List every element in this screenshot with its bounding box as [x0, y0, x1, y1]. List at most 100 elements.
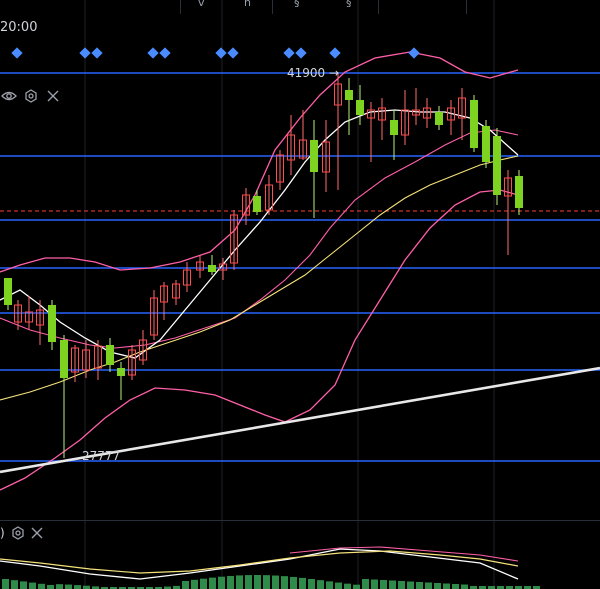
histogram-bar [101, 587, 108, 589]
candle-body [470, 100, 478, 148]
pane-divider[interactable] [0, 520, 600, 521]
low-price-value: 27777 [82, 449, 121, 463]
histogram-bar [317, 580, 324, 589]
candle-body [299, 139, 307, 159]
toolbar-separator [272, 0, 273, 14]
histogram-bar [200, 578, 207, 589]
histogram-bar [452, 584, 459, 589]
fast-ma-line [0, 109, 519, 359]
histogram-bar [191, 579, 198, 589]
candle-body [458, 97, 466, 119]
candle-body [36, 309, 44, 326]
toolbar-glyph[interactable]: v [198, 0, 205, 9]
histogram-bar [524, 586, 531, 589]
signal-marker [159, 47, 171, 59]
eye-icon[interactable] [1, 88, 17, 104]
histogram-bar [11, 580, 18, 589]
candle-body [183, 269, 191, 286]
histogram-bar [65, 584, 72, 589]
histogram-bar [497, 586, 504, 589]
toolbar-glyph[interactable]: § [294, 0, 300, 9]
histogram-bar [281, 576, 288, 589]
candle-body [504, 177, 512, 197]
histogram-bar [263, 575, 270, 589]
oscillator-panel[interactable] [0, 521, 600, 589]
horizontal-level-lines[interactable] [0, 72, 600, 462]
candle-body [128, 349, 136, 376]
toolbar-separator [466, 0, 467, 14]
candle-body [378, 107, 386, 121]
low-price-label: 27777 [82, 449, 120, 463]
candle-body [219, 263, 227, 271]
candle-body [48, 305, 56, 342]
histogram-bar [506, 586, 513, 589]
candle-body [172, 283, 180, 299]
histogram-bar [425, 582, 432, 589]
mid-band-line [0, 129, 519, 349]
close-icon[interactable] [45, 88, 61, 104]
oscillator-line [0, 548, 519, 580]
signal-marker [295, 47, 307, 59]
settings-icon[interactable] [11, 525, 25, 541]
histogram-bar [254, 575, 261, 589]
slow-ma-line [0, 155, 519, 401]
signal-marker [11, 47, 23, 59]
upper-band-line [0, 51, 519, 273]
histogram-bar [119, 587, 126, 589]
candle-body [265, 184, 273, 211]
histogram-bar [353, 584, 360, 589]
signal-marker [283, 47, 295, 59]
oscillator-line [289, 546, 519, 562]
candlesticks [4, 72, 523, 458]
signal-marker [329, 47, 341, 59]
candle-body [447, 107, 455, 121]
settings-icon[interactable] [23, 88, 39, 104]
high-price-value: 41900 [287, 66, 326, 80]
histogram-bar [416, 582, 423, 589]
oscillator-histogram [2, 575, 540, 589]
histogram-bar [344, 583, 351, 589]
candle-body [14, 304, 22, 323]
histogram-bar [155, 587, 162, 589]
candle-body [71, 347, 79, 373]
main-price-chart[interactable] [0, 0, 600, 520]
toolbar-glyph[interactable]: § [346, 0, 352, 9]
candle-body [435, 112, 443, 125]
histogram-bar [173, 585, 180, 589]
toolbar-separator [378, 0, 379, 14]
histogram-bar [83, 585, 90, 589]
signal-marker [91, 47, 103, 59]
histogram-bar [488, 586, 495, 589]
candle-body [322, 141, 330, 173]
close-icon[interactable] [31, 525, 43, 541]
histogram-bar [479, 586, 486, 589]
histogram-bar [2, 579, 9, 589]
histogram-bar [20, 581, 27, 589]
candle-body [208, 265, 216, 272]
histogram-bar [38, 583, 45, 589]
candle-body [150, 297, 158, 336]
candle-body [160, 285, 168, 303]
histogram-bar [164, 586, 171, 589]
histogram-bar [227, 575, 234, 589]
histogram-bar [146, 587, 153, 589]
histogram-bar [92, 586, 99, 589]
histogram-bar [137, 587, 144, 589]
histogram-bar [515, 586, 522, 589]
candle-body [310, 140, 318, 172]
candle-body [423, 107, 431, 119]
candle-body [139, 339, 147, 361]
trendline[interactable] [0, 366, 600, 474]
oscillator-line [0, 550, 519, 574]
oscillator-label: ) [0, 526, 5, 540]
lower-band-line [0, 189, 519, 491]
histogram-bar [209, 577, 216, 589]
candle-body [196, 261, 204, 271]
toolbar-glyph[interactable]: h [244, 0, 251, 9]
histogram-bar [326, 581, 333, 589]
histogram-bar [362, 579, 369, 589]
histogram-bar [461, 584, 468, 589]
candle-body [401, 109, 409, 136]
candle-body [412, 109, 420, 116]
